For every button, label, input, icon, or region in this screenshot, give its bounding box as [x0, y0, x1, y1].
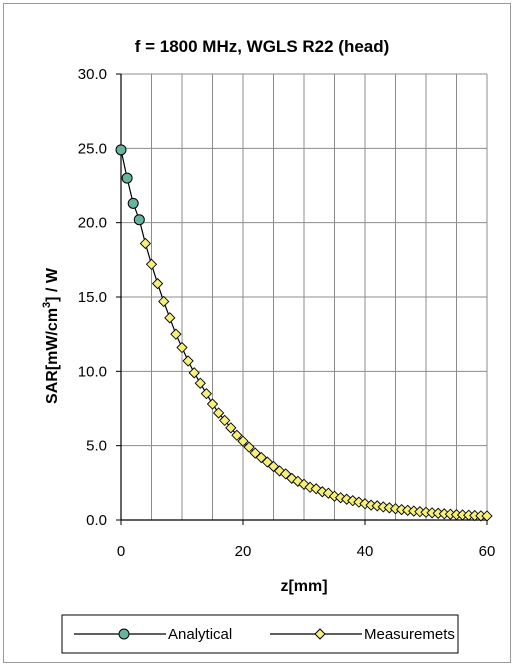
measurement-point	[182, 355, 194, 367]
legend-label: Analytical	[168, 626, 232, 643]
x-tick-label: 40	[357, 543, 374, 560]
y-tick-label: 30.0	[78, 66, 107, 83]
legend-analytical-marker	[118, 628, 130, 640]
measurement-point	[164, 312, 176, 324]
analytical-point	[127, 197, 139, 209]
measurement-point	[225, 422, 237, 434]
y-tick-label: 15.0	[78, 289, 107, 306]
measurement-point	[231, 429, 243, 441]
measurement-point	[237, 435, 249, 447]
legend: Analytical Measuremets	[61, 614, 459, 654]
y-tick-label: 10.0	[78, 363, 107, 380]
y-tick-labels: 0.0 5.0 10.0 15.0 20.0 25.0 30.0	[78, 66, 107, 529]
analytical-point	[121, 172, 133, 184]
x-axis-label: z[mm]	[280, 578, 327, 595]
x-tick-labels: 0 20 40 60	[117, 543, 496, 560]
measurement-point	[219, 414, 231, 427]
measurement-point	[188, 367, 200, 379]
analytical-point	[133, 214, 145, 226]
x-tick-label: 60	[479, 543, 496, 560]
measurement-point	[145, 258, 158, 270]
measurement-point	[176, 341, 188, 354]
y-axis-label: SAR[mW/cm3] / W	[41, 267, 61, 404]
x-tick-label: 0	[117, 543, 125, 560]
y-axis-label-sup: 3	[41, 302, 53, 308]
y-tick-label: 25.0	[78, 140, 107, 157]
measurement-point	[243, 441, 255, 453]
measurement-point	[249, 447, 261, 459]
legend-label: Measuremets	[364, 626, 455, 643]
y-tick-label: 0.0	[86, 512, 107, 529]
measurement-point	[200, 387, 213, 400]
axes	[116, 73, 488, 525]
measurement-point	[206, 398, 219, 410]
measurement-point	[151, 277, 164, 290]
chart-title: f = 1800 MHz, WGLS R22 (head)	[135, 37, 390, 56]
x-tick-label: 20	[235, 543, 252, 560]
measurement-point	[139, 237, 152, 250]
y-tick-label: 20.0	[78, 215, 107, 232]
grid	[121, 73, 488, 520]
measurement-point	[158, 295, 170, 308]
analytical-point	[115, 144, 127, 156]
measurement-point	[481, 510, 493, 522]
legend-measurement-marker	[314, 628, 326, 640]
measurement-point	[212, 407, 225, 419]
y-tick-label: 5.0	[86, 438, 107, 455]
y-axis-label-main: SAR[mW/cm	[44, 308, 61, 404]
measurement-point	[170, 328, 182, 340]
series-layer	[115, 144, 493, 522]
y-axis-label-tail: ] / W	[44, 267, 61, 302]
measurement-point	[194, 377, 206, 389]
